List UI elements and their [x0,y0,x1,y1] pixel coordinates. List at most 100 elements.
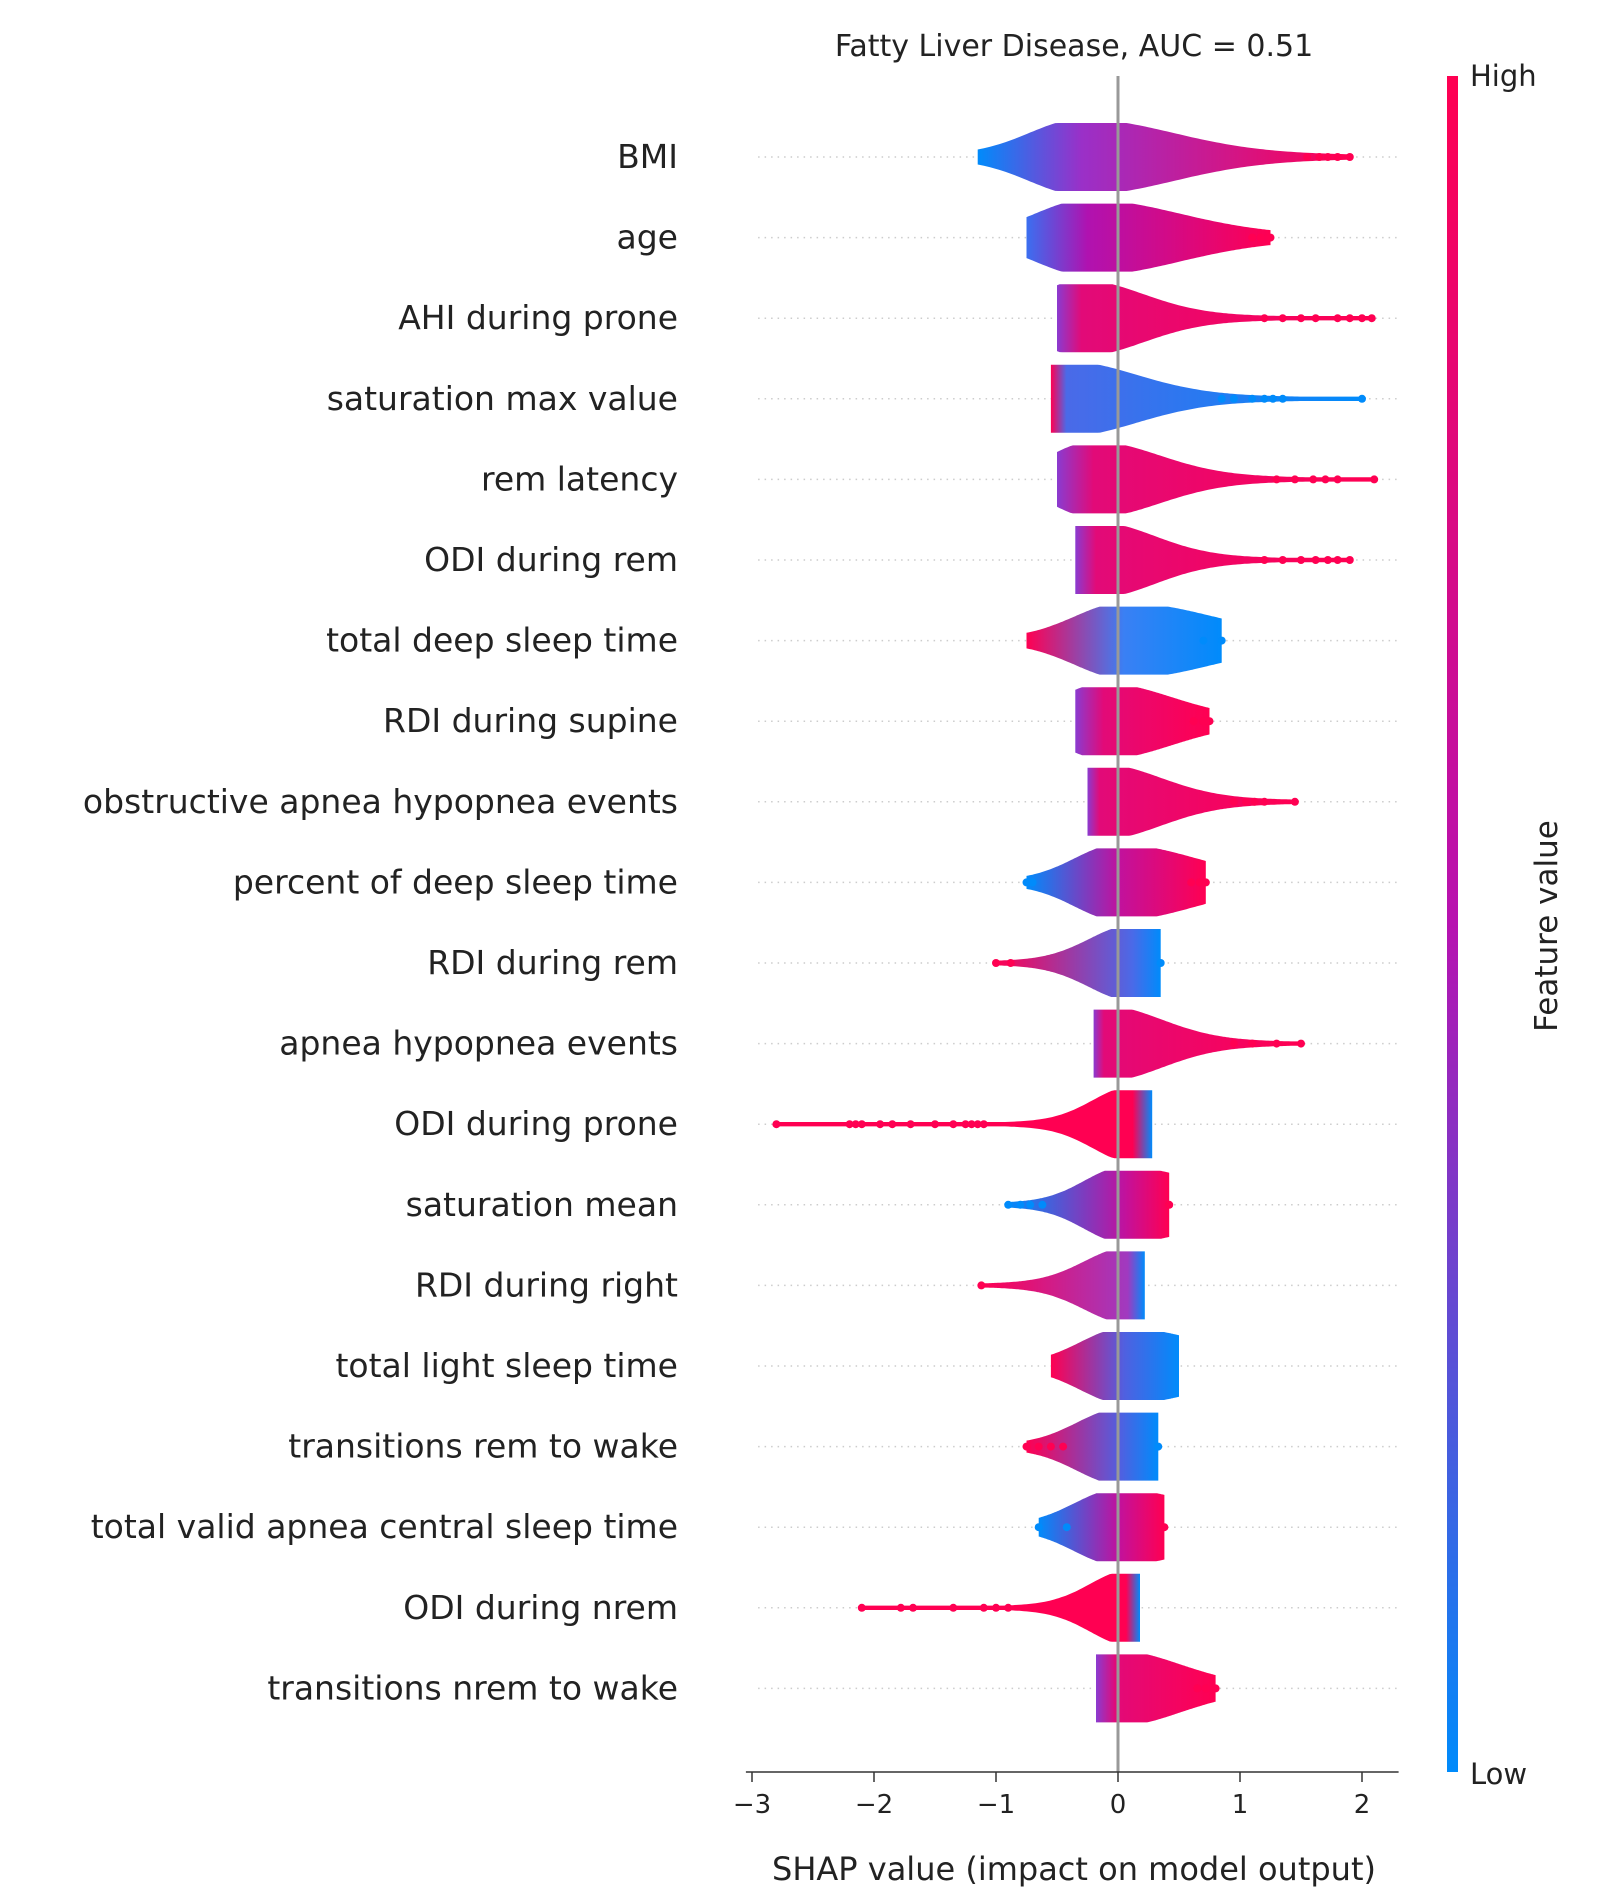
feature-row: apnea hypopnea events [279,1009,1399,1078]
outlier-point [1266,233,1275,242]
feature-label: saturation max value [327,379,678,418]
feature-label: total valid apnea central sleep time [91,1507,678,1546]
feature-label: total light sleep time [335,1346,678,1385]
feature-row: ODI during rem [424,526,1399,594]
feature-row: ODI during prone [394,1090,1399,1159]
outlier-point [1303,153,1312,161]
outlier-point [967,1120,976,1129]
outlier-point [1016,1200,1025,1209]
feature-violin [1050,1332,1179,1400]
outlier-point [1367,314,1376,323]
feature-row: saturation mean [406,1170,1399,1239]
outlier-point [1256,233,1265,242]
outlier-point [1260,556,1269,564]
feature-row: BMI [617,123,1399,191]
outlier-point [845,1120,854,1129]
outlier-point [772,1120,781,1129]
feature-row: total valid apnea central sleep time [91,1493,1399,1562]
outlier-point [1260,797,1269,806]
outlier-point [1028,878,1037,887]
feature-row: percent of deep sleep time [233,848,1399,917]
outlier-point [1026,1200,1035,1209]
outlier-point [1297,1039,1305,1048]
outlier-point [1315,153,1324,161]
outlier-point [1217,636,1226,645]
outlier-point [1333,153,1342,161]
outlier-point [1248,233,1257,242]
outlier-point [1248,394,1257,403]
feature-violin [1075,526,1350,594]
outlier-point [1211,1684,1220,1693]
feature-violin [1075,687,1210,756]
colorbar: High Low Feature value [1447,59,1565,1791]
feature-violin [1026,1412,1159,1481]
feature-row: transitions rem to wake [288,1412,1399,1481]
feature-label: rem latency [481,459,678,498]
x-tick-label: 2 [1354,1790,1371,1820]
feature-row: RDI during rem [427,929,1399,997]
feature-row: total light sleep time [335,1332,1399,1400]
outlier-point [1272,475,1281,484]
outlier-point [1154,1442,1163,1451]
outlier-point [1004,1603,1013,1612]
outlier-point [1165,1200,1174,1209]
outlier-point [1195,878,1204,887]
outlier-point [979,1120,988,1129]
x-tick-label: −3 [733,1790,771,1820]
feature-violin [1026,606,1222,675]
outlier-point [1229,394,1238,403]
outlier-point [979,1603,988,1612]
outlier-point [931,1120,939,1129]
feature-violin [1026,848,1206,917]
outlier-point [896,1603,905,1612]
feature-label: RDI during right [415,1265,678,1304]
feature-row: rem latency [481,445,1399,514]
outlier-point [1272,1039,1281,1048]
outlier-point [1278,556,1287,564]
outlier-point [992,959,1000,967]
outlier-point [1038,1200,1047,1209]
outlier-point [1187,878,1196,887]
outlier-point [1022,1442,1031,1451]
outlier-point [1290,797,1299,806]
colorbar-gradient [1447,76,1458,1772]
feature-violin [981,1251,1145,1320]
outlier-point [1370,475,1379,484]
outlier-point [1189,717,1198,726]
feature-row: total deep sleep time [326,606,1399,675]
outlier-point [1229,797,1238,806]
x-tick-label: −1 [977,1790,1015,1820]
x-axis: −3 −2 −1 0 1 2 [733,1771,1399,1820]
x-tick-label: 0 [1110,1790,1127,1820]
feature-row: ODI during nrem [403,1573,1399,1642]
feature-violin [996,929,1161,997]
outlier-point [1260,394,1269,403]
outlier-point [1333,475,1342,484]
feature-violin [861,1573,1140,1642]
feature-label: ODI during nrem [403,1588,678,1627]
outlier-point [1199,636,1208,645]
feature-violin [1093,1009,1301,1078]
feature-rows: BMI age AHI during prone saturation max val… [83,123,1399,1723]
outlier-point [1160,1523,1169,1532]
outlier-point [1311,314,1320,323]
outlier-point [1217,394,1226,403]
outlier-point [909,1603,918,1612]
feature-label: AHI during prone [398,298,678,337]
feature-violin [1050,364,1362,433]
outlier-point [1022,878,1031,887]
outlier-point [1059,1442,1068,1451]
outlier-point [1333,556,1342,564]
feature-label: percent of deep sleep time [233,862,678,901]
x-axis-label: SHAP value (impact on model output) [772,1850,1376,1888]
outlier-point [973,1120,982,1129]
outlier-point [1323,153,1332,161]
outlier-point [1358,394,1366,403]
feature-row: AHI during prone [398,284,1399,353]
feature-label: apnea hypopnea events [279,1024,678,1063]
feature-label: ODI during rem [424,540,678,579]
feature-row: age [617,203,1399,272]
feature-row: RDI during supine [383,687,1399,756]
x-tick-label: 1 [1232,1790,1249,1820]
feature-violin [1057,445,1375,514]
